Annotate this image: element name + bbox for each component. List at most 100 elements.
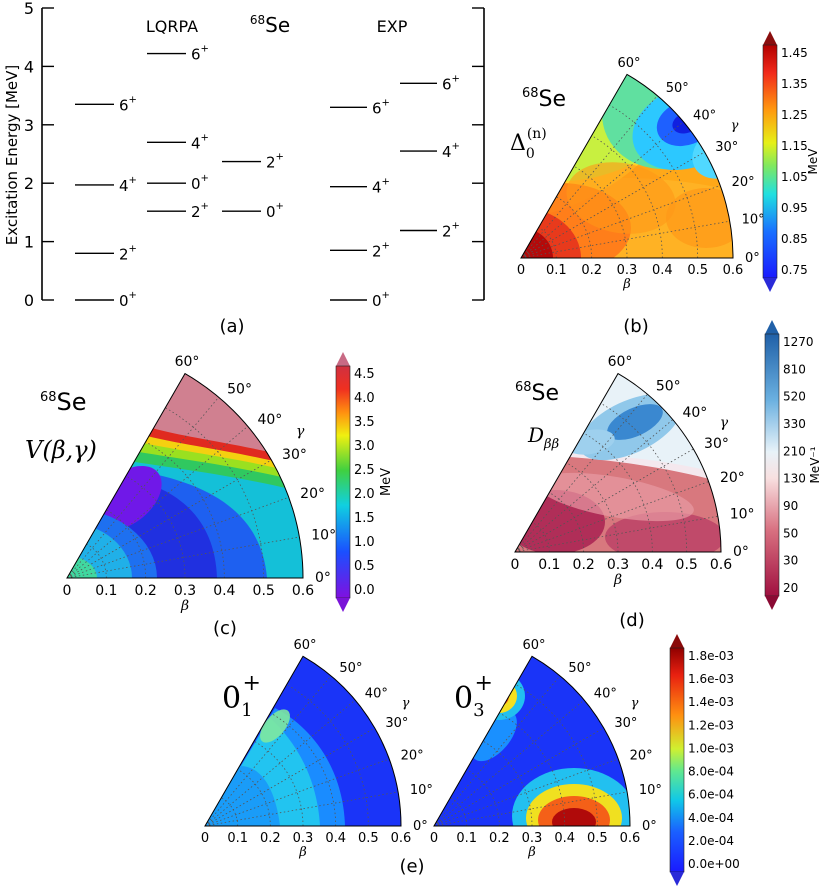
colorbar-tick-label: 0.95 (781, 201, 808, 215)
beta-tick-label: 0.4 (554, 831, 575, 846)
panel-a-nucleus-symbol: Se (265, 13, 290, 37)
gamma-tick-label: 0° (733, 544, 749, 560)
colorbar-tick-label: 8.0e-04 (688, 765, 734, 779)
colorbar-tick-label: 30 (783, 554, 798, 568)
beta-axis-label: β (298, 845, 307, 860)
beta-grid-arc (549, 492, 585, 553)
surface-contour (205, 766, 280, 826)
colorbar-tick-label: 0.0e+00 (688, 857, 740, 871)
panel-b-nucleus-symbol: Se (539, 87, 567, 112)
gamma-tick-label: 10° (742, 212, 765, 227)
beta-grid-arc (600, 402, 688, 553)
gamma-tick-label: 50° (568, 661, 591, 676)
gamma-grid-line (204, 675, 332, 827)
panel-c-nucleus: 68Se (40, 388, 87, 416)
panel-e-label: (e) (399, 856, 424, 877)
colorbar-tick-label: 1.0e-03 (688, 741, 734, 755)
colorbar-tick-label: 0.85 (781, 232, 808, 246)
colorbar-top-arrow (763, 31, 777, 45)
beta-grid-arc (106, 509, 147, 579)
beta-tick-label: 0.1 (538, 557, 560, 573)
panel-a-col-theory: LQRPA (146, 17, 198, 36)
gamma-axis-label: γ (631, 696, 639, 711)
beta-tick-label: 0 (201, 831, 209, 846)
beta-tick-label: 0.4 (213, 583, 235, 599)
colorbar-tick-label: 4.0e-04 (688, 811, 734, 825)
beta-tick-label: 0.2 (260, 831, 281, 846)
colorbar-unit: MeV⁻¹ (808, 446, 822, 483)
panel-d-mass-parameter: 0 0.1 0.2 0.3 0.4 0.5 0.6 β 0° 10° 20° 30° 40°50° 60°… (511, 320, 822, 631)
level-parity: + (276, 201, 284, 212)
level-spin: 4 (372, 179, 382, 197)
panel-e-state1-grid: 0 0.1 0.2 0.3 0.4 0.5 0.6 β 0° 10° 20° 30° 40°50° 60°… (201, 638, 433, 860)
surface-contour (607, 404, 663, 440)
gamma-tick-label: 30° (614, 716, 637, 731)
colorbar-tick-label: 6.0e-04 (688, 788, 734, 802)
panel-e-state1: 01 + (222, 671, 261, 721)
colorbar-tick-label: 1.25 (781, 108, 808, 122)
gamma-tick-label: 10° (410, 783, 433, 798)
level-spin: 0 (266, 203, 276, 221)
panel-e-state2-parity: + (475, 671, 493, 696)
level-spin: 2 (442, 223, 452, 241)
gamma-grid-line (433, 791, 628, 827)
level-spin: 6 (119, 96, 129, 114)
level-label: 0+ (266, 201, 284, 221)
beta-grid-arc (125, 475, 186, 579)
gamma-tick-label: 10° (730, 506, 755, 522)
gamma-grid-line (204, 727, 375, 827)
level-label: 6+ (372, 97, 390, 117)
gamma-tick-label: 60° (608, 354, 633, 370)
panel-d-quantity-sub: ββ (543, 437, 559, 452)
colorbar-tick-label: 330 (783, 417, 806, 431)
panel-c-colorbar: 4.5 4.0 3.5 3.0 2.5 2.0 1.5 1.0 0.5 0.0 MeV (335, 352, 394, 612)
beta-tick-label: 0.3 (293, 831, 314, 846)
level-label: 6+ (119, 94, 137, 114)
gamma-axis-label: γ (296, 423, 305, 439)
wedge-outline (514, 372, 722, 553)
gamma-grid-line (520, 151, 705, 259)
beta-grid-arc (515, 684, 598, 827)
level-label: 0+ (191, 173, 209, 193)
panel-e-state2-surface (434, 656, 630, 826)
level-label: 4+ (191, 132, 209, 152)
colorbar-tick-label: 4.5 (354, 367, 375, 382)
level-label: 6+ (191, 44, 209, 64)
gamma-tick-label: 30° (385, 716, 408, 731)
beta-tick-label: 0.2 (581, 263, 602, 278)
panel-e-state2-contours (434, 656, 630, 826)
gamma-grid-line (520, 185, 721, 259)
level-parity: + (201, 201, 209, 212)
gamma-tick-label: 40° (682, 405, 707, 421)
level-parity: + (452, 73, 460, 84)
colorbar-tick-label: 2.5 (354, 463, 375, 478)
beta-tick-label: 0.2 (135, 583, 157, 599)
gamma-tick-label: 30° (715, 140, 738, 155)
colorbar-tick-label: 1.05 (781, 170, 808, 184)
level-parity: + (201, 132, 209, 143)
level-parity: + (129, 290, 137, 301)
colorbar-tick-label: 2.0e-04 (688, 834, 734, 848)
level-parity: + (382, 290, 390, 301)
panel-c-grid: 0 0.1 0.2 0.3 0.4 0.5 0.6 β 0° 10° 20° 30° 40° 50° 60°… (63, 354, 337, 614)
panel-c-contours (67, 373, 303, 578)
gamma-grid-line (66, 396, 220, 579)
panel-a-y-ticks: 0 1 2 3 4 5 (24, 0, 484, 310)
panel-a-ytick-label: 4 (24, 57, 34, 76)
beta-grid-arc (270, 712, 337, 827)
gamma-grid-line (433, 675, 561, 827)
level-label: 4+ (442, 141, 460, 161)
panel-e-colorbar: 1.8e-03 1.6e-03 1.4e-03 1.2e-03 1.0e-03 8.0e-… (669, 634, 740, 886)
panel-d-label: (d) (619, 610, 644, 631)
beta-axis-label: β (622, 277, 631, 292)
beta-tick-label: 0.6 (292, 583, 314, 599)
panel-c-surface (67, 373, 303, 578)
panel-b-quantity-sub: 0 (526, 146, 535, 162)
level-spin: 4 (191, 134, 201, 152)
beta-axis-label: β (527, 845, 536, 860)
colorbar-tick-label: 0.0 (354, 583, 375, 598)
panel-c-nucleus-symbol: Se (57, 388, 87, 416)
colorbar-tick-label: 1.45 (781, 46, 808, 60)
level-spin: 6 (191, 46, 201, 64)
beta-axis-label: β (180, 598, 189, 614)
